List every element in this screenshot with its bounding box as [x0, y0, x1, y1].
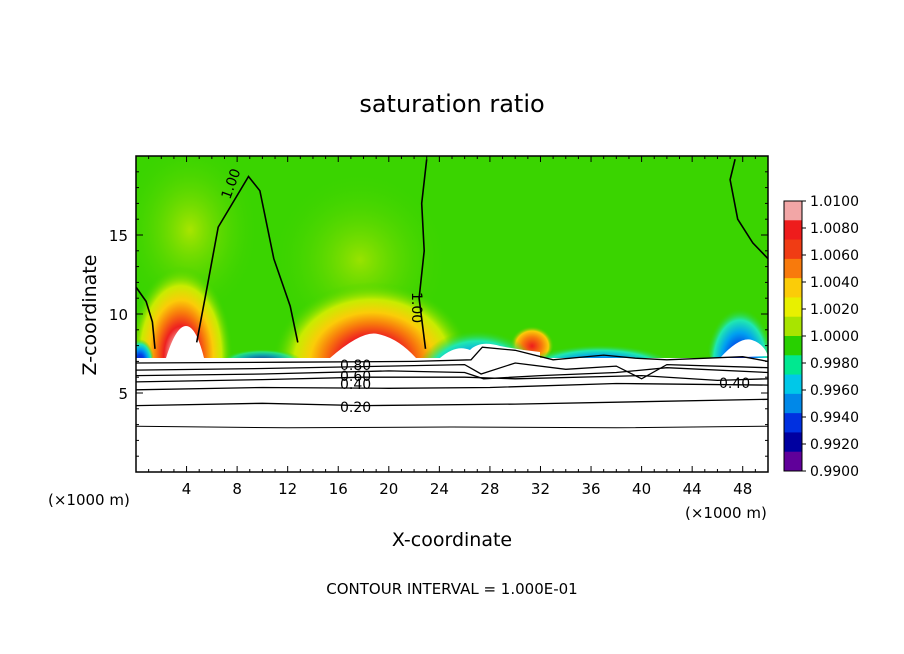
colorbar-swatch-1	[784, 220, 802, 241]
x-unit-label-left: (×1000 m)	[48, 491, 130, 509]
lower-layer	[136, 358, 768, 472]
x-unit-label-right: (×1000 m)	[685, 504, 767, 522]
contour-line-0	[195, 175, 299, 343]
x-tick-label-32: 32	[531, 480, 550, 498]
plot-area	[136, 156, 768, 472]
colorbar-label-5: 1.0000	[810, 329, 859, 345]
y-tick-label-15: 15	[109, 227, 128, 245]
iso-line-1	[136, 425, 768, 429]
y-axis: 5 10 15	[109, 171, 768, 457]
contour-label-0-40-left: 0.40	[340, 377, 371, 393]
x-tick-label-44: 44	[683, 480, 702, 498]
colorbar-swatch-4	[784, 278, 802, 298]
y-axis-title: Z-coordinate	[79, 255, 101, 376]
chart-title: saturation ratio	[359, 90, 544, 118]
x-tick-label-40: 40	[632, 480, 651, 498]
colorbar-label-6: 0.9980	[810, 356, 859, 372]
x-axis-title: X-coordinate	[392, 529, 512, 551]
colorbar-swatch-12	[784, 432, 802, 453]
x-tick-label-36: 36	[581, 480, 600, 498]
colorbar-label-2: 1.0060	[810, 248, 859, 264]
contour-lines	[136, 159, 768, 429]
colorbar-swatch-13	[784, 451, 802, 472]
contour-line-1	[418, 159, 428, 349]
colorbar-label-4: 1.0020	[810, 302, 859, 318]
contour-label-0-20: 0.20	[340, 400, 371, 416]
colorbar-swatch-2	[784, 239, 802, 260]
iso-line-4	[136, 367, 768, 380]
contour-label-0-80: 0.80	[340, 358, 371, 374]
colorbar-label-7: 0.9960	[810, 383, 859, 399]
contour-interval-note: CONTOUR INTERVAL = 1.000E-01	[326, 580, 577, 598]
colorbar-swatch-0	[784, 201, 802, 221]
iso-line-6	[136, 346, 768, 364]
colorbar-label-1: 1.0080	[810, 221, 859, 237]
x-tick-label-20: 20	[379, 480, 398, 498]
x-tick-label-12: 12	[278, 480, 297, 498]
iso-line-0	[136, 398, 768, 407]
colorbar-label-9: 0.9920	[810, 437, 859, 453]
colorbar-label-8: 0.9940	[810, 410, 859, 426]
white-hump-center	[330, 333, 416, 358]
iso-line-5	[136, 362, 768, 380]
x-tick-label-28: 28	[480, 480, 499, 498]
colorbar-label-10: 0.9900	[810, 464, 859, 480]
contour-label-0-60: 0.60	[340, 369, 371, 385]
white-hump-right	[720, 339, 768, 358]
colorbar-swatch-7	[784, 336, 802, 356]
colorbar-label-0: 1.0100	[810, 194, 859, 210]
colorbar-swatch-8	[784, 355, 802, 376]
contour-label-0-40-right: 0.40	[719, 376, 750, 392]
x-tick-label-48: 48	[733, 480, 752, 498]
contour-line-3	[136, 286, 156, 349]
white-hump-left	[166, 326, 204, 358]
colorbar-swatch-11	[784, 413, 802, 433]
y-tick-label-5: 5	[118, 385, 128, 403]
white-hump-mid	[440, 343, 540, 358]
y-tick-label-10: 10	[109, 306, 128, 324]
colorbar-label-3: 1.0040	[810, 275, 859, 291]
x-tick-label-4: 4	[182, 480, 192, 498]
colorbar-swatch-10	[784, 393, 802, 414]
colorbar-swatch-6	[784, 316, 802, 337]
contour-labels: 1.00 1.00 0.80 0.60 0.40 0.20 0.40	[219, 167, 750, 416]
x-tick-label-24: 24	[430, 480, 449, 498]
colorbar-swatch-5	[784, 297, 802, 318]
colorbar: 1.0100 1.0080 1.0060 1.0040 1.0020 1.0000 0.99…	[783, 194, 859, 480]
x-tick-label-16: 16	[329, 480, 348, 498]
colorbar-swatch-3	[784, 258, 802, 279]
x-tick-label-8: 8	[232, 480, 242, 498]
contour-label-1-00-b: 1.00	[408, 292, 424, 323]
iso-line-2	[136, 382, 768, 391]
contour-line-2	[729, 159, 768, 260]
colorbar-swatch-9	[784, 374, 802, 395]
x-axis: 4 8 12 16 20 24 28 32 36 40 44 48	[148, 156, 756, 498]
